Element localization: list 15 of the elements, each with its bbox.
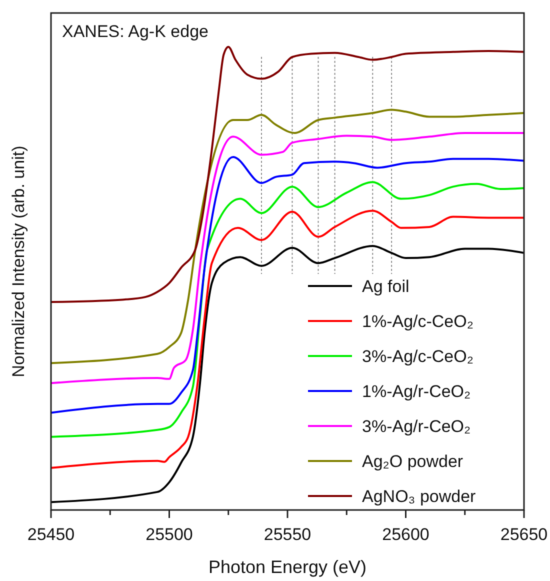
- x-tick-label: 25600: [382, 525, 430, 544]
- legend-label: 3%-Ag/c-CeO₂: [362, 347, 474, 366]
- x-tick-label: 25550: [264, 525, 312, 544]
- legend-label: 3%-Ag/r-CeO₂: [362, 417, 471, 436]
- x-axis-title: Photon Energy (eV): [208, 557, 367, 577]
- x-tick-label: 25500: [146, 525, 193, 544]
- legend-label: 1%-Ag/r-CeO₂: [362, 382, 471, 401]
- legend-label: AgNO₃ powder: [362, 487, 476, 506]
- x-tick-label: 25450: [27, 525, 75, 544]
- legend-label: Ag foil: [362, 277, 410, 296]
- x-tick-label: 25650: [500, 525, 548, 544]
- y-axis-title: Normalized Intensity (arb. unit): [9, 146, 28, 378]
- chart-title: XANES: Ag-K edge: [62, 22, 208, 41]
- legend-label: 1%-Ag/c-CeO₂: [362, 312, 474, 331]
- legend-label: Ag₂O powder: [362, 452, 464, 471]
